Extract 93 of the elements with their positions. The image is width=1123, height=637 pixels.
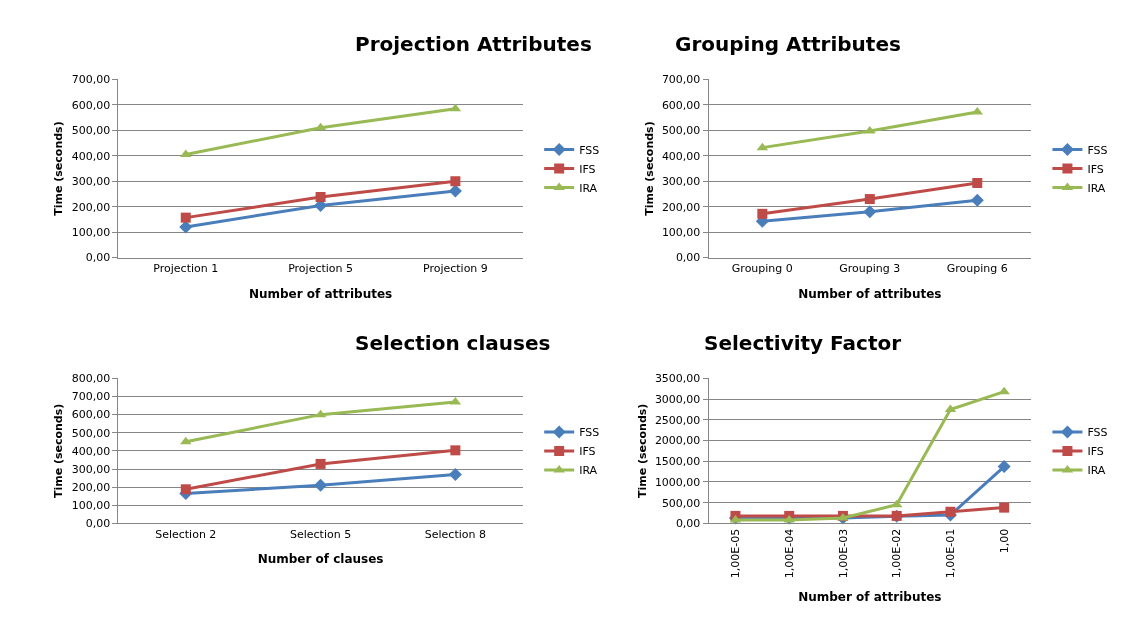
y-tick-label: 200,00 [661,200,701,214]
x-tick-label: Selection 8 [424,527,486,541]
legend-label: FSS [579,143,600,157]
point [450,176,461,187]
y-tick-label: 500,00 [661,496,701,510]
x-tick-label: Projection 1 [153,261,219,275]
point [972,178,983,189]
y-tick-label: 300,00 [661,175,701,189]
y-tick-label: 600,00 [661,98,701,112]
y-tick-label: 3000,00 [654,392,701,406]
y-tick-label: 0,00 [675,251,701,265]
point [998,386,1010,395]
y-tick-label: 300,00 [71,175,111,189]
y-tick-label: 200,00 [71,480,111,494]
y-tick-label: 100,00 [661,226,701,239]
point [179,220,193,234]
point [180,212,191,223]
point [314,478,328,492]
point [180,436,192,445]
x-tick-label: 1,00E-05 [729,528,743,579]
y-tick-label: 300,00 [71,462,111,476]
y-tick-label: 3500,00 [654,372,701,386]
point [448,184,462,198]
y-axis-title: Time (seconds) [642,121,656,216]
x-tick-label: Grouping 6 [946,261,1008,275]
legend-label: IRA [1087,464,1106,478]
point [999,502,1010,513]
y-tick-label: 400,00 [71,149,111,163]
x-tick-label: Selection 5 [289,527,352,541]
legend-label: FSS [1087,426,1108,440]
x-tick-label: Grouping 3 [839,261,901,275]
y-tick-label: 0,00 [675,517,701,531]
y-tick-label: 100,00 [71,226,111,239]
point [450,445,461,456]
y-tick-label: 400,00 [71,444,111,458]
x-tick-label: 1,00E-03 [836,528,850,579]
x-axis-title: Number of attributes [798,286,942,301]
x-tick-label: 1,00 [997,528,1011,554]
x-axis-title: Number of clauses [257,552,384,567]
legend-label: IFS [579,445,596,459]
y-tick-label: 600,00 [71,98,111,112]
y-tick-label: 200,00 [71,200,111,214]
y-tick-label: 100,00 [71,499,111,513]
y-tick-label: 500,00 [71,124,111,138]
x-tick-label: 1,00E-01 [943,528,957,579]
y-tick-label: 600,00 [71,408,111,422]
x-tick-label: 1,00E-02 [890,528,904,579]
point [863,205,877,219]
x-axis-title: Number of attributes [248,286,393,301]
x-tick-label: Projection 9 [422,261,488,275]
y-tick-label: 500,00 [71,426,111,440]
point [970,193,984,207]
legend-label: IFS [1087,162,1104,176]
y-tick-label: 700,00 [661,73,701,87]
point [864,194,875,205]
y-tick-label: 500,00 [661,124,701,138]
point [315,192,326,203]
x-tick-label: Grouping 0 [731,261,793,275]
y-axis-title: Time (seconds) [52,121,66,216]
point [945,506,956,517]
x-axis-title: Number of attributes [798,590,942,605]
legend-label: FSS [1087,143,1108,157]
y-tick-label: 700,00 [71,390,111,404]
chart-title: Grouping Attributes [675,32,901,56]
y-tick-label: 0,00 [85,251,111,265]
y-axis-title: Time (seconds) [52,403,66,499]
legend-label: IRA [579,181,598,195]
legend-label: FSS [579,426,600,440]
y-tick-label: 0,00 [85,517,111,531]
x-tick-label: Selection 2 [155,527,217,541]
legend-label: IFS [579,162,596,176]
chart-title: Selectivity Factor [704,331,902,355]
point [997,460,1011,474]
chart-title: Projection Attributes [355,32,592,56]
point [180,484,191,495]
y-tick-label: 400,00 [661,149,701,163]
legend-label: IRA [579,464,598,478]
y-axis-title: Time (seconds) [635,403,649,499]
x-tick-label: 1,00E-04 [782,528,796,579]
point [180,149,192,158]
point [315,458,326,469]
point [448,467,462,481]
legend-label: IRA [1087,181,1106,195]
legend-label: IFS [1087,445,1104,459]
y-tick-label: 2500,00 [654,413,701,427]
y-tick-label: 1500,00 [654,455,701,469]
y-tick-label: 1000,00 [654,475,701,489]
point [757,208,768,219]
x-tick-label: Projection 5 [288,261,354,275]
y-tick-label: 2000,00 [654,434,701,448]
y-tick-label: 800,00 [71,372,111,386]
y-tick-label: 700,00 [71,73,111,87]
chart-title: Selection clauses [355,331,551,355]
